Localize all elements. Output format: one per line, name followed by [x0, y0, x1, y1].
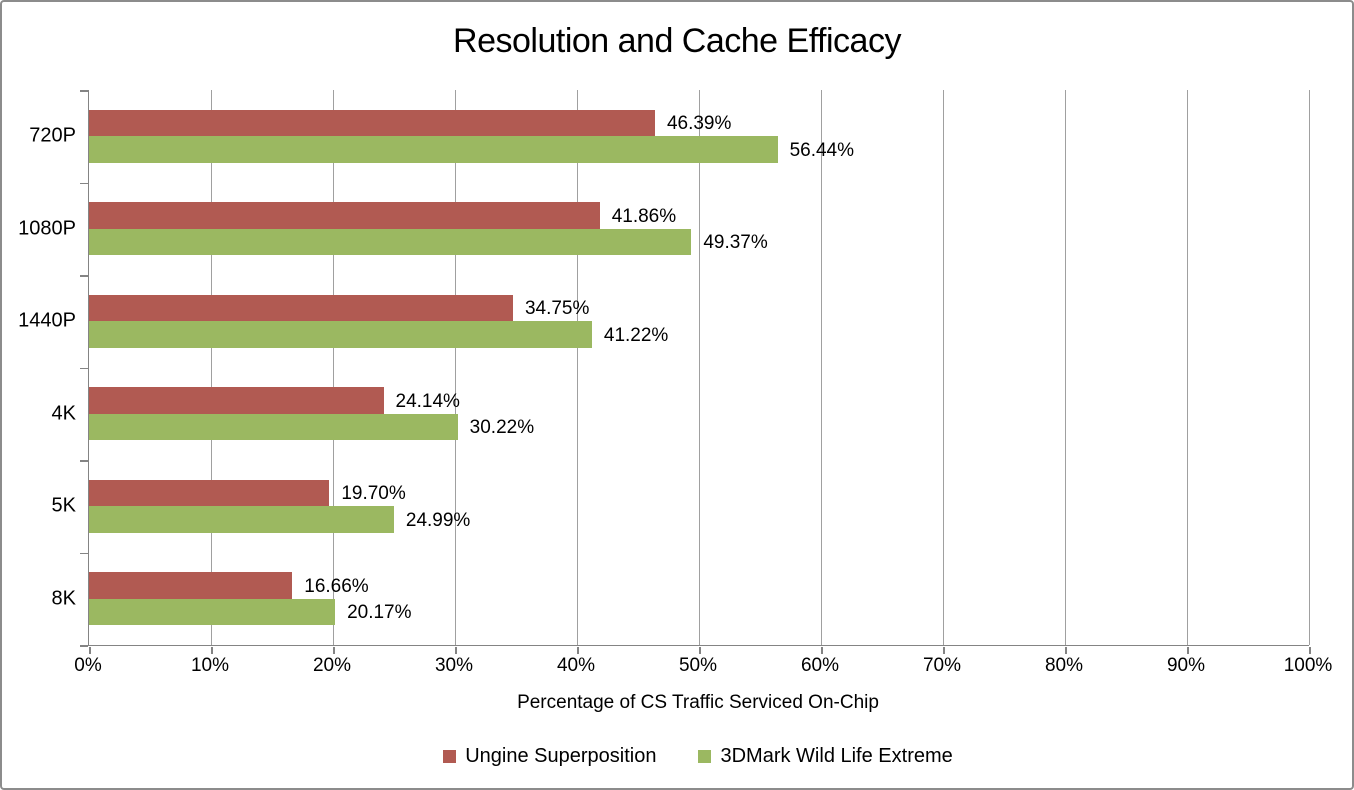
legend-item-ungine-superposition: Ungine Superposition — [443, 745, 656, 768]
bar-value-label: 41.22% — [603, 324, 669, 346]
x-tick-label: 0% — [74, 655, 102, 676]
x-tick-label: 90% — [1166, 655, 1206, 676]
y-axis-tick — [80, 460, 88, 462]
category-label-8k: 8K — [51, 587, 76, 610]
category-label-5k: 5K — [51, 494, 76, 517]
y-axis-tick — [80, 367, 88, 369]
x-tick-label: 100% — [1283, 655, 1333, 676]
legend-item-3dmark-wild-life-extreme: 3DMark Wild Life Extreme — [698, 745, 953, 768]
x-axis-tick — [333, 646, 335, 654]
gridline — [943, 90, 944, 645]
gridline — [455, 90, 456, 645]
gridline — [821, 90, 822, 645]
y-axis-tick — [80, 90, 88, 92]
x-axis-tick — [577, 646, 579, 654]
bar-ungine-superposition-1440p — [89, 294, 513, 322]
legend-swatch-icon — [443, 750, 457, 763]
bar-value-label: 16.66% — [304, 575, 369, 597]
x-tick-label: 20% — [312, 655, 352, 676]
bar-value-label: 34.75% — [524, 298, 590, 319]
bar-ungine-superposition-5k — [89, 479, 330, 507]
bar-ungine-superposition-1080p — [89, 202, 600, 229]
bar-value-label: 24.99% — [405, 509, 471, 531]
bar-ungine-superposition-4k — [89, 387, 384, 414]
legend-label: 3DMark Wild Life Extreme — [720, 745, 953, 767]
legend-swatch-icon — [698, 750, 712, 763]
legend-label: Ungine Superposition — [465, 745, 657, 767]
bar-value-label: 46.39% — [666, 113, 732, 134]
bar-value-label: 19.70% — [341, 483, 406, 504]
x-tick-label: 40% — [556, 655, 596, 676]
bar-value-label: 56.44% — [789, 139, 855, 161]
y-axis-category-labels: 720P 1080P 1440P 4K 5K 8K — [2, 90, 76, 645]
bar-3dmark-wild-life-extreme-720p — [89, 136, 778, 163]
gridline — [1309, 90, 1310, 645]
gridline — [333, 90, 334, 645]
x-tick-label: 10% — [190, 655, 230, 676]
x-axis-tick-labels: 0% 10% 20% 30% 40% 50% 60% 70% 80% 90% 100% — [74, 655, 1332, 681]
gridline — [1187, 90, 1188, 645]
x-tick-label: 80% — [1044, 655, 1084, 676]
bar-value-label: 20.17% — [347, 602, 412, 623]
x-axis-tick — [1065, 646, 1067, 654]
gridline — [1065, 90, 1066, 645]
x-axis-tick — [821, 646, 823, 654]
y-axis-tick — [80, 275, 88, 277]
legend: Ungine Superposition 3DMark Wild Life Ext… — [88, 745, 1308, 768]
bar-value-label: 30.22% — [469, 417, 535, 438]
x-axis-tick — [1309, 646, 1311, 654]
x-tick-label: 50% — [678, 655, 718, 676]
x-axis-tick — [211, 646, 213, 654]
x-axis-tick — [1187, 646, 1189, 654]
category-label-1440p: 1440P — [18, 309, 76, 332]
gridline — [577, 90, 578, 645]
gridline — [699, 90, 700, 645]
bar-ungine-superposition-8k — [89, 572, 293, 599]
x-axis-tick — [943, 646, 945, 654]
bar-3dmark-wild-life-extreme-1080p — [89, 228, 692, 256]
x-axis-tick — [699, 646, 701, 654]
bar-value-label: 49.37% — [703, 232, 768, 253]
category-label-4k: 4K — [51, 402, 76, 425]
category-label-720p: 720P — [29, 124, 76, 147]
bar-value-label: 41.86% — [611, 205, 677, 227]
y-axis-tick — [80, 552, 88, 554]
gridline — [211, 90, 212, 645]
bar-3dmark-wild-life-extreme-5k — [89, 506, 394, 533]
bar-3dmark-wild-life-extreme-1440p — [89, 321, 592, 348]
bar-3dmark-wild-life-extreme-8k — [89, 598, 336, 626]
category-label-1080p: 1080P — [18, 217, 76, 240]
bar-value-label: 24.14% — [395, 390, 460, 412]
x-tick-label: 60% — [800, 655, 840, 676]
bar-3dmark-wild-life-extreme-4k — [89, 413, 458, 441]
bar-ungine-superposition-720p — [89, 109, 655, 137]
x-axis-title: Percentage of CS Traffic Serviced On-Chi… — [517, 692, 879, 713]
x-tick-label: 70% — [922, 655, 962, 676]
x-axis-tick — [89, 646, 91, 654]
y-axis-tick — [80, 182, 88, 184]
chart-title: Resolution and Cache Efficacy — [453, 22, 901, 60]
plot-area: 46.39% 41.86% 34.75% 24.14% 19.70% 16.66% 56.4… — [80, 90, 1311, 654]
y-axis-tick — [80, 645, 88, 647]
x-tick-label: 30% — [434, 655, 474, 676]
x-axis-tick — [455, 646, 457, 654]
